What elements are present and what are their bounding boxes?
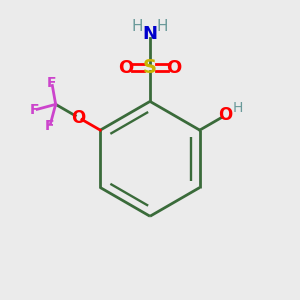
Text: N: N [142, 25, 158, 43]
Text: H: H [233, 101, 243, 115]
Text: H: H [157, 19, 168, 34]
Text: S: S [143, 58, 157, 77]
Text: O: O [167, 58, 182, 76]
Text: F: F [47, 76, 57, 90]
Text: O: O [118, 58, 134, 76]
Text: F: F [30, 103, 39, 117]
Text: O: O [71, 109, 86, 127]
Text: O: O [218, 106, 232, 124]
Text: F: F [45, 119, 55, 133]
Text: H: H [132, 19, 143, 34]
